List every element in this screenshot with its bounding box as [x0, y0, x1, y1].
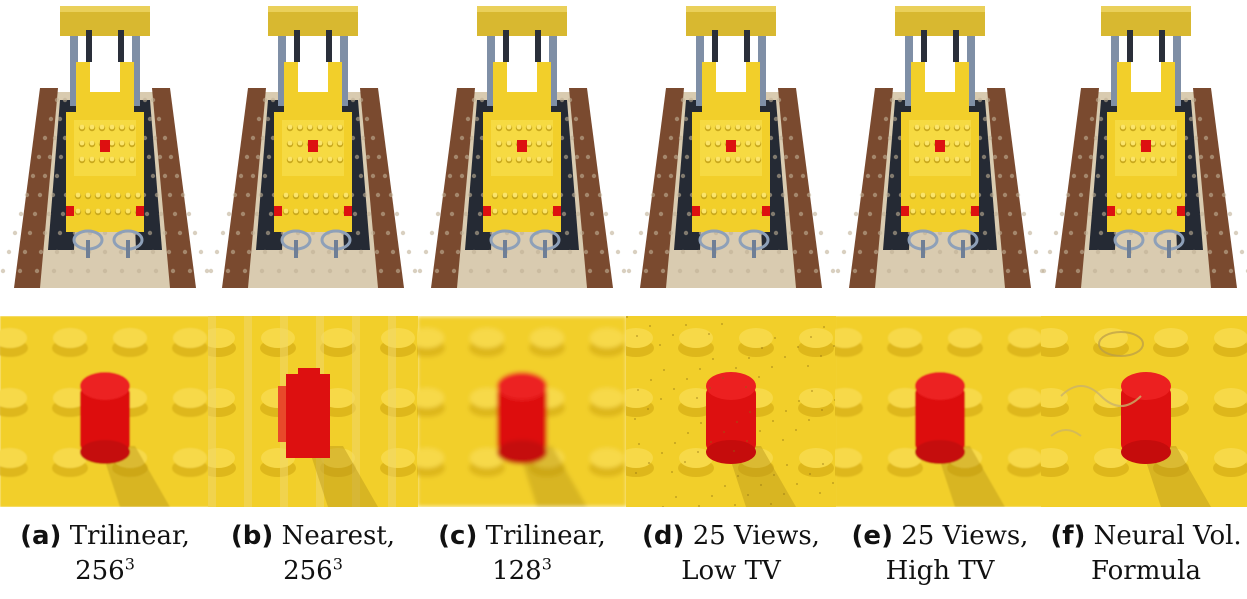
caption: (b) Nearest, 2563	[230, 521, 396, 586]
panel-a: (a) Trilinear, 2563	[0, 0, 210, 599]
zoom-crop-image	[835, 316, 1045, 507]
lego-render-image	[1041, 0, 1247, 292]
zoom-crop-image	[1041, 316, 1247, 507]
panel-f: (f) Neural Vol. Formula	[1041, 0, 1247, 599]
panel-e: (e) 25 Views, High TV	[835, 0, 1045, 599]
zoom-crop-image	[0, 316, 210, 507]
panel-c: (c) Trilinear, 1283	[417, 0, 627, 599]
caption: (a) Trilinear, 2563	[20, 521, 190, 586]
lego-render-image	[208, 0, 418, 292]
caption: (c) Trilinear, 1283	[438, 521, 606, 586]
lego-render-image	[417, 0, 627, 292]
panel-d: (d) 25 Views, Low TV	[626, 0, 836, 599]
lego-render-image	[0, 0, 210, 292]
caption: (d) 25 Views, Low TV	[642, 521, 820, 586]
caption: (f) Neural Vol. Formula	[1050, 521, 1242, 586]
panel-b: (b) Nearest, 2563	[208, 0, 418, 599]
zoom-crop-image	[417, 316, 627, 507]
zoom-crop-image	[208, 316, 418, 507]
lego-render-image	[835, 0, 1045, 292]
zoom-crop-image	[626, 316, 836, 507]
lego-render-image	[626, 0, 836, 292]
caption: (e) 25 Views, High TV	[851, 521, 1029, 586]
